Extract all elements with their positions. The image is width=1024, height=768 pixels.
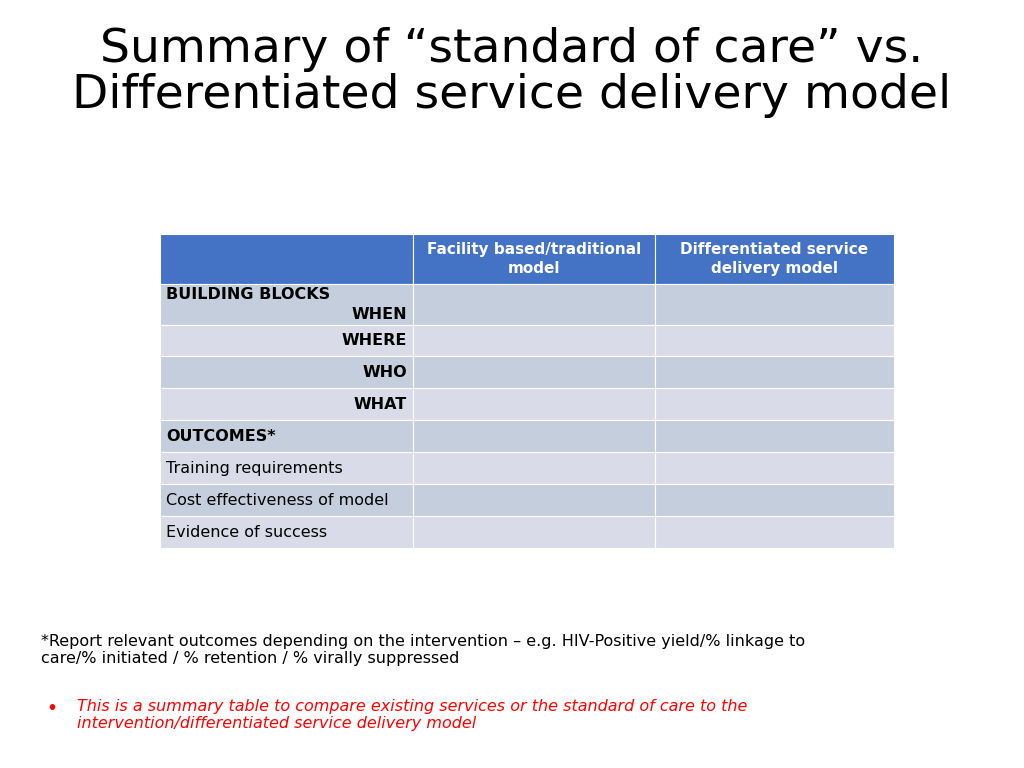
Bar bbox=[413, 452, 655, 485]
Bar bbox=[655, 284, 894, 325]
Text: •: • bbox=[46, 699, 57, 718]
Bar bbox=[655, 516, 894, 548]
Text: Evidence of success: Evidence of success bbox=[166, 525, 328, 540]
Text: Differentiated service
delivery model: Differentiated service delivery model bbox=[681, 242, 868, 276]
Bar bbox=[413, 389, 655, 420]
Bar bbox=[160, 356, 413, 389]
Text: OUTCOMES*: OUTCOMES* bbox=[166, 429, 275, 444]
Bar bbox=[655, 389, 894, 420]
Bar bbox=[655, 356, 894, 389]
Bar bbox=[413, 516, 655, 548]
Bar bbox=[413, 356, 655, 389]
Text: Summary of “standard of care” vs.: Summary of “standard of care” vs. bbox=[100, 28, 924, 72]
Text: Facility based/traditional
model: Facility based/traditional model bbox=[427, 242, 641, 276]
Text: WHO: WHO bbox=[362, 365, 407, 380]
Text: *Report relevant outcomes depending on the intervention – e.g. HIV-Positive yiel: *Report relevant outcomes depending on t… bbox=[41, 634, 805, 666]
Text: Cost effectiveness of model: Cost effectiveness of model bbox=[166, 493, 389, 508]
Bar bbox=[160, 485, 413, 516]
Text: WHERE: WHERE bbox=[341, 333, 407, 348]
Text: Differentiated service delivery model: Differentiated service delivery model bbox=[73, 74, 951, 118]
Bar bbox=[160, 452, 413, 485]
Bar bbox=[413, 420, 655, 452]
Bar bbox=[160, 234, 413, 284]
Bar bbox=[655, 325, 894, 356]
Text: WHAT: WHAT bbox=[353, 397, 407, 412]
Text: WHEN: WHEN bbox=[351, 306, 407, 322]
Bar bbox=[160, 325, 413, 356]
Bar bbox=[655, 420, 894, 452]
Bar bbox=[160, 284, 413, 325]
Bar bbox=[655, 485, 894, 516]
Bar bbox=[413, 325, 655, 356]
Bar bbox=[413, 284, 655, 325]
Text: BUILDING BLOCKS: BUILDING BLOCKS bbox=[166, 287, 330, 303]
Text: Training requirements: Training requirements bbox=[166, 461, 343, 475]
Bar bbox=[655, 234, 894, 284]
Bar bbox=[160, 420, 413, 452]
Bar bbox=[655, 452, 894, 485]
Bar bbox=[413, 234, 655, 284]
Bar bbox=[413, 485, 655, 516]
Bar bbox=[160, 389, 413, 420]
Bar bbox=[160, 516, 413, 548]
Text: This is a summary table to compare existing services or the standard of care to : This is a summary table to compare exist… bbox=[77, 699, 748, 731]
